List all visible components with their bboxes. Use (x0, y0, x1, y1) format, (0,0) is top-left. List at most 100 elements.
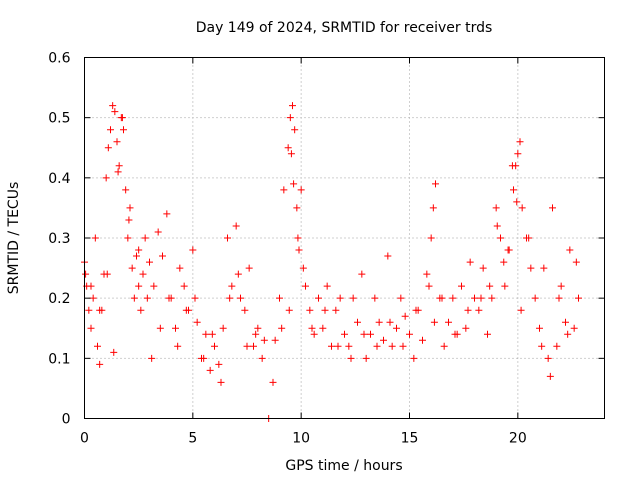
data-point (254, 324, 262, 332)
y-tick-label: 0.1 (48, 351, 70, 367)
data-point (504, 246, 512, 254)
data-point (373, 342, 381, 350)
data-point (497, 234, 504, 242)
data-point (286, 114, 294, 122)
data-point (479, 264, 487, 272)
data-point (107, 126, 114, 134)
data-point (291, 126, 299, 134)
data-point (137, 306, 145, 314)
data-point (297, 186, 305, 194)
data-point (125, 216, 133, 224)
data-point (544, 354, 552, 362)
data-point (122, 186, 130, 194)
data-point (397, 294, 405, 302)
data-point (172, 324, 179, 332)
data-point (477, 294, 485, 302)
data-point (141, 234, 149, 242)
data-point (113, 138, 121, 146)
data-point (557, 282, 565, 290)
y-axis-label: SRMTID / TECUs (6, 182, 22, 295)
data-point (228, 282, 236, 290)
data-point (115, 162, 123, 170)
data-point (492, 204, 500, 212)
data-point (133, 252, 140, 260)
x-tick-label: 20 (509, 431, 527, 447)
data-point (380, 336, 387, 344)
data-point (148, 354, 156, 362)
data-point (401, 312, 409, 320)
plot-frame (84, 57, 605, 419)
data-point (293, 204, 301, 212)
data-point (163, 210, 171, 218)
data-point (566, 246, 574, 254)
data-point (243, 342, 251, 350)
data-point (419, 336, 426, 344)
data-point (462, 324, 470, 332)
data-point (445, 318, 452, 326)
data-point (486, 282, 494, 290)
data-point (429, 204, 437, 212)
data-point (438, 294, 446, 302)
data-point (531, 294, 539, 302)
data-point (501, 282, 509, 290)
data-point (224, 234, 231, 242)
data-point (336, 294, 344, 302)
data-point (493, 222, 501, 230)
data-point (354, 318, 361, 326)
data-point (135, 282, 143, 290)
data-point (334, 342, 342, 350)
data-point (217, 378, 225, 386)
data-point (82, 270, 90, 278)
data-point (245, 264, 253, 272)
data-point (278, 324, 286, 332)
data-point (226, 294, 234, 302)
data-point (362, 354, 370, 362)
data-point (525, 234, 533, 242)
data-point (425, 282, 433, 290)
data-point (182, 306, 190, 314)
data-point (150, 282, 158, 290)
data-point (427, 234, 435, 242)
y-tick-label: 0.3 (48, 231, 70, 247)
data-point (384, 252, 392, 260)
y-tick-label: 0.6 (48, 51, 70, 67)
data-point (146, 258, 153, 266)
data-point (271, 336, 279, 344)
data-point (284, 144, 292, 152)
data-point (118, 114, 126, 122)
data-point (555, 294, 563, 302)
data-point (294, 234, 302, 242)
x-axis-label: GPS time / hours (285, 458, 402, 474)
data-point (315, 294, 322, 302)
data-point (367, 330, 374, 338)
data-point (527, 264, 535, 272)
data-point (87, 324, 95, 332)
data-point (89, 294, 97, 302)
data-point (139, 270, 147, 278)
data-point (488, 294, 496, 302)
data-point (130, 294, 138, 302)
data-point (423, 270, 431, 278)
y-tick-label: 0 (62, 412, 71, 428)
data-point (508, 162, 516, 170)
data-point (295, 246, 303, 254)
data-points (81, 102, 582, 422)
data-point (85, 306, 93, 314)
data-point (323, 282, 331, 290)
data-point (451, 330, 459, 338)
data-point (128, 264, 136, 272)
data-point (347, 354, 355, 362)
data-point (458, 282, 465, 290)
data-point (518, 204, 526, 212)
data-point (103, 270, 111, 278)
data-point (156, 324, 164, 332)
data-point (189, 246, 197, 254)
data-point (135, 246, 143, 254)
data-point (258, 354, 266, 362)
data-point (500, 258, 508, 266)
data-point (430, 318, 438, 326)
data-point (289, 102, 296, 110)
data-point (449, 294, 457, 302)
data-point (215, 360, 223, 368)
data-point (553, 342, 561, 350)
